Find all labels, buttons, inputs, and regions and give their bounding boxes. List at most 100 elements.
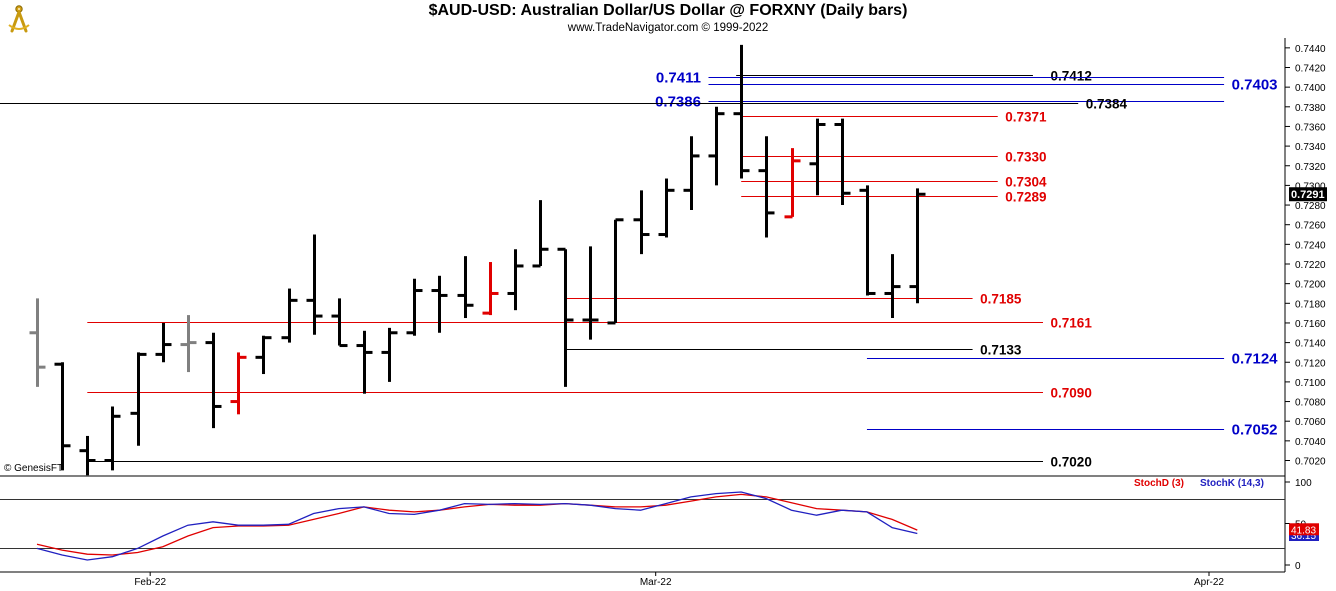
level-label-6: 0.7330 [1005, 150, 1046, 165]
stochd-value-box [1289, 523, 1319, 536]
price-tick-label-17: 0.7360 [1295, 122, 1326, 133]
ohlc-bar-27 [708, 106, 725, 186]
ohlc-bar-22 [582, 246, 599, 340]
level-label-9: 0.7185 [980, 292, 1022, 307]
price-tick-label-3: 0.7080 [1295, 398, 1326, 409]
date-tick-label-1: Mar-22 [640, 577, 672, 588]
price-tick-label-13: 0.7280 [1295, 201, 1326, 212]
level-label-3: 0.7386 [655, 94, 701, 111]
price-tick-label-1: 0.7040 [1295, 437, 1326, 448]
price-tick-label-16: 0.7340 [1295, 142, 1326, 153]
level-label-1: 0.7411 [656, 70, 701, 87]
ohlc-bar-11 [306, 234, 323, 335]
ohlc-bar-16 [431, 275, 448, 333]
price-tick-label-8: 0.7180 [1295, 299, 1326, 310]
ohlc-bar-9 [255, 335, 272, 375]
price-tick-label-2: 0.7060 [1295, 417, 1326, 428]
price-levels: 0.7412 0.7411 0.7403 0.7386 0.7384 0.7371 0.73… [0, 69, 1278, 470]
price-tick-label-14: 0.7300 [1295, 181, 1326, 192]
level-label-5: 0.7371 [1005, 110, 1047, 125]
level-label-13: 0.7090 [1051, 386, 1092, 401]
ohlc-bar-25 [658, 178, 675, 238]
stoch-tick-label-2: 0 [1295, 561, 1301, 572]
ohlc-bar-26 [683, 136, 700, 210]
ohlc-bar-14 [381, 327, 398, 382]
ohlc-bar-30 [784, 148, 801, 219]
level-label-7: 0.7304 [1005, 175, 1047, 190]
ohlc-bar-4 [130, 352, 147, 446]
stochd-value-label: 41.83 [1291, 525, 1316, 536]
ohlc-bar-33 [859, 185, 876, 296]
compass-logo-icon [8, 5, 30, 33]
ohlc-bar-5 [155, 322, 172, 363]
ohlc-bar-3 [104, 406, 121, 471]
ohlc-bar-17 [457, 256, 474, 319]
price-tick-label-20: 0.7420 [1295, 64, 1326, 75]
price-tick-label-19: 0.7400 [1295, 83, 1326, 94]
price-tick-label-15: 0.7320 [1295, 162, 1326, 173]
ohlc-bar-28 [733, 44, 750, 179]
date-tick-label-0: Feb-22 [134, 577, 166, 588]
price-tick-label-4: 0.7100 [1295, 378, 1326, 389]
price-tick-label-11: 0.7240 [1295, 240, 1326, 251]
ohlc-bar-29 [758, 136, 775, 238]
chart-title: $AUD-USD: Australian Dollar/US Dollar @ … [428, 2, 908, 19]
ohlc-bar-31 [809, 118, 826, 196]
date-tick-label-2: Apr-22 [1194, 577, 1224, 588]
current-price-label: 0.7291 [1291, 189, 1325, 201]
price-tick-label-12: 0.7260 [1295, 221, 1326, 232]
level-label-14: 0.7052 [1232, 422, 1278, 439]
level-label-10: 0.7161 [1051, 316, 1093, 331]
ohlc-bar-34 [884, 254, 901, 319]
stochd-line [36, 493, 918, 556]
ohlc-bar-23 [607, 218, 624, 325]
copyright-text: © GenesisFT [4, 463, 64, 474]
price-tick-label-9: 0.7200 [1295, 280, 1326, 291]
stochk-value-label: 36.15 [1291, 531, 1316, 542]
ohlc-bar-20 [532, 200, 549, 268]
level-label-2: 0.7403 [1232, 77, 1278, 94]
ohlc-bar-8 [230, 352, 247, 415]
level-label-4: 0.7384 [1086, 97, 1128, 112]
ohlc-bar-13 [356, 330, 373, 394]
price-bars [29, 44, 926, 476]
stochd-legend: StochD (3) [1134, 478, 1184, 489]
level-label-15: 0.7020 [1051, 455, 1092, 470]
ohlc-bar-24 [633, 190, 650, 255]
chart-frame [0, 38, 1336, 591]
price-tick-label-7: 0.7160 [1295, 319, 1326, 330]
ohlc-bar-10 [281, 288, 298, 343]
ohlc-bar-12 [331, 298, 348, 348]
ohlc-bar-19 [507, 249, 524, 311]
ohlc-bar-35 [909, 188, 926, 304]
price-tick-label-5: 0.7120 [1295, 358, 1326, 369]
date-axis: Feb-22 Mar-22 Apr-22 [134, 572, 1224, 588]
price-tick-label-0: 0.7020 [1295, 457, 1326, 468]
price-tick-label-10: 0.7220 [1295, 260, 1326, 271]
price-tick-label-18: 0.7380 [1295, 103, 1326, 114]
ohlc-bar-21 [557, 247, 574, 387]
level-label-0: 0.7412 [1051, 69, 1092, 84]
price-tick-label-6: 0.7140 [1295, 339, 1326, 350]
ohlc-bar-7 [205, 332, 222, 429]
stoch-tick-label-0: 100 [1295, 478, 1312, 489]
chart-subtitle: www.TradeNavigator.com © 1999-2022 [567, 22, 769, 34]
ohlc-bar-6 [180, 315, 197, 373]
price-tick-label-21: 0.7440 [1295, 44, 1326, 55]
level-label-8: 0.7289 [1005, 190, 1046, 205]
ohlc-bar-1 [54, 362, 71, 471]
price-axis: 0.7020 0.7040 0.7060 0.7080 0.7100 0.7120 0.71… [1285, 44, 1327, 468]
level-label-11: 0.7133 [980, 343, 1022, 358]
ohlc-bar-32 [834, 118, 851, 206]
stochk-legend: StochK (14,3) [1200, 478, 1264, 489]
level-label-12: 0.7124 [1232, 351, 1279, 368]
ohlc-bar-0 [29, 298, 46, 387]
stochk-line [36, 491, 918, 561]
chart-background [0, 38, 1336, 591]
current-price-box [1289, 187, 1327, 202]
ohlc-bar-18 [482, 262, 499, 316]
ohlc-bar-15 [406, 278, 423, 336]
ohlc-bar-2 [79, 435, 96, 476]
